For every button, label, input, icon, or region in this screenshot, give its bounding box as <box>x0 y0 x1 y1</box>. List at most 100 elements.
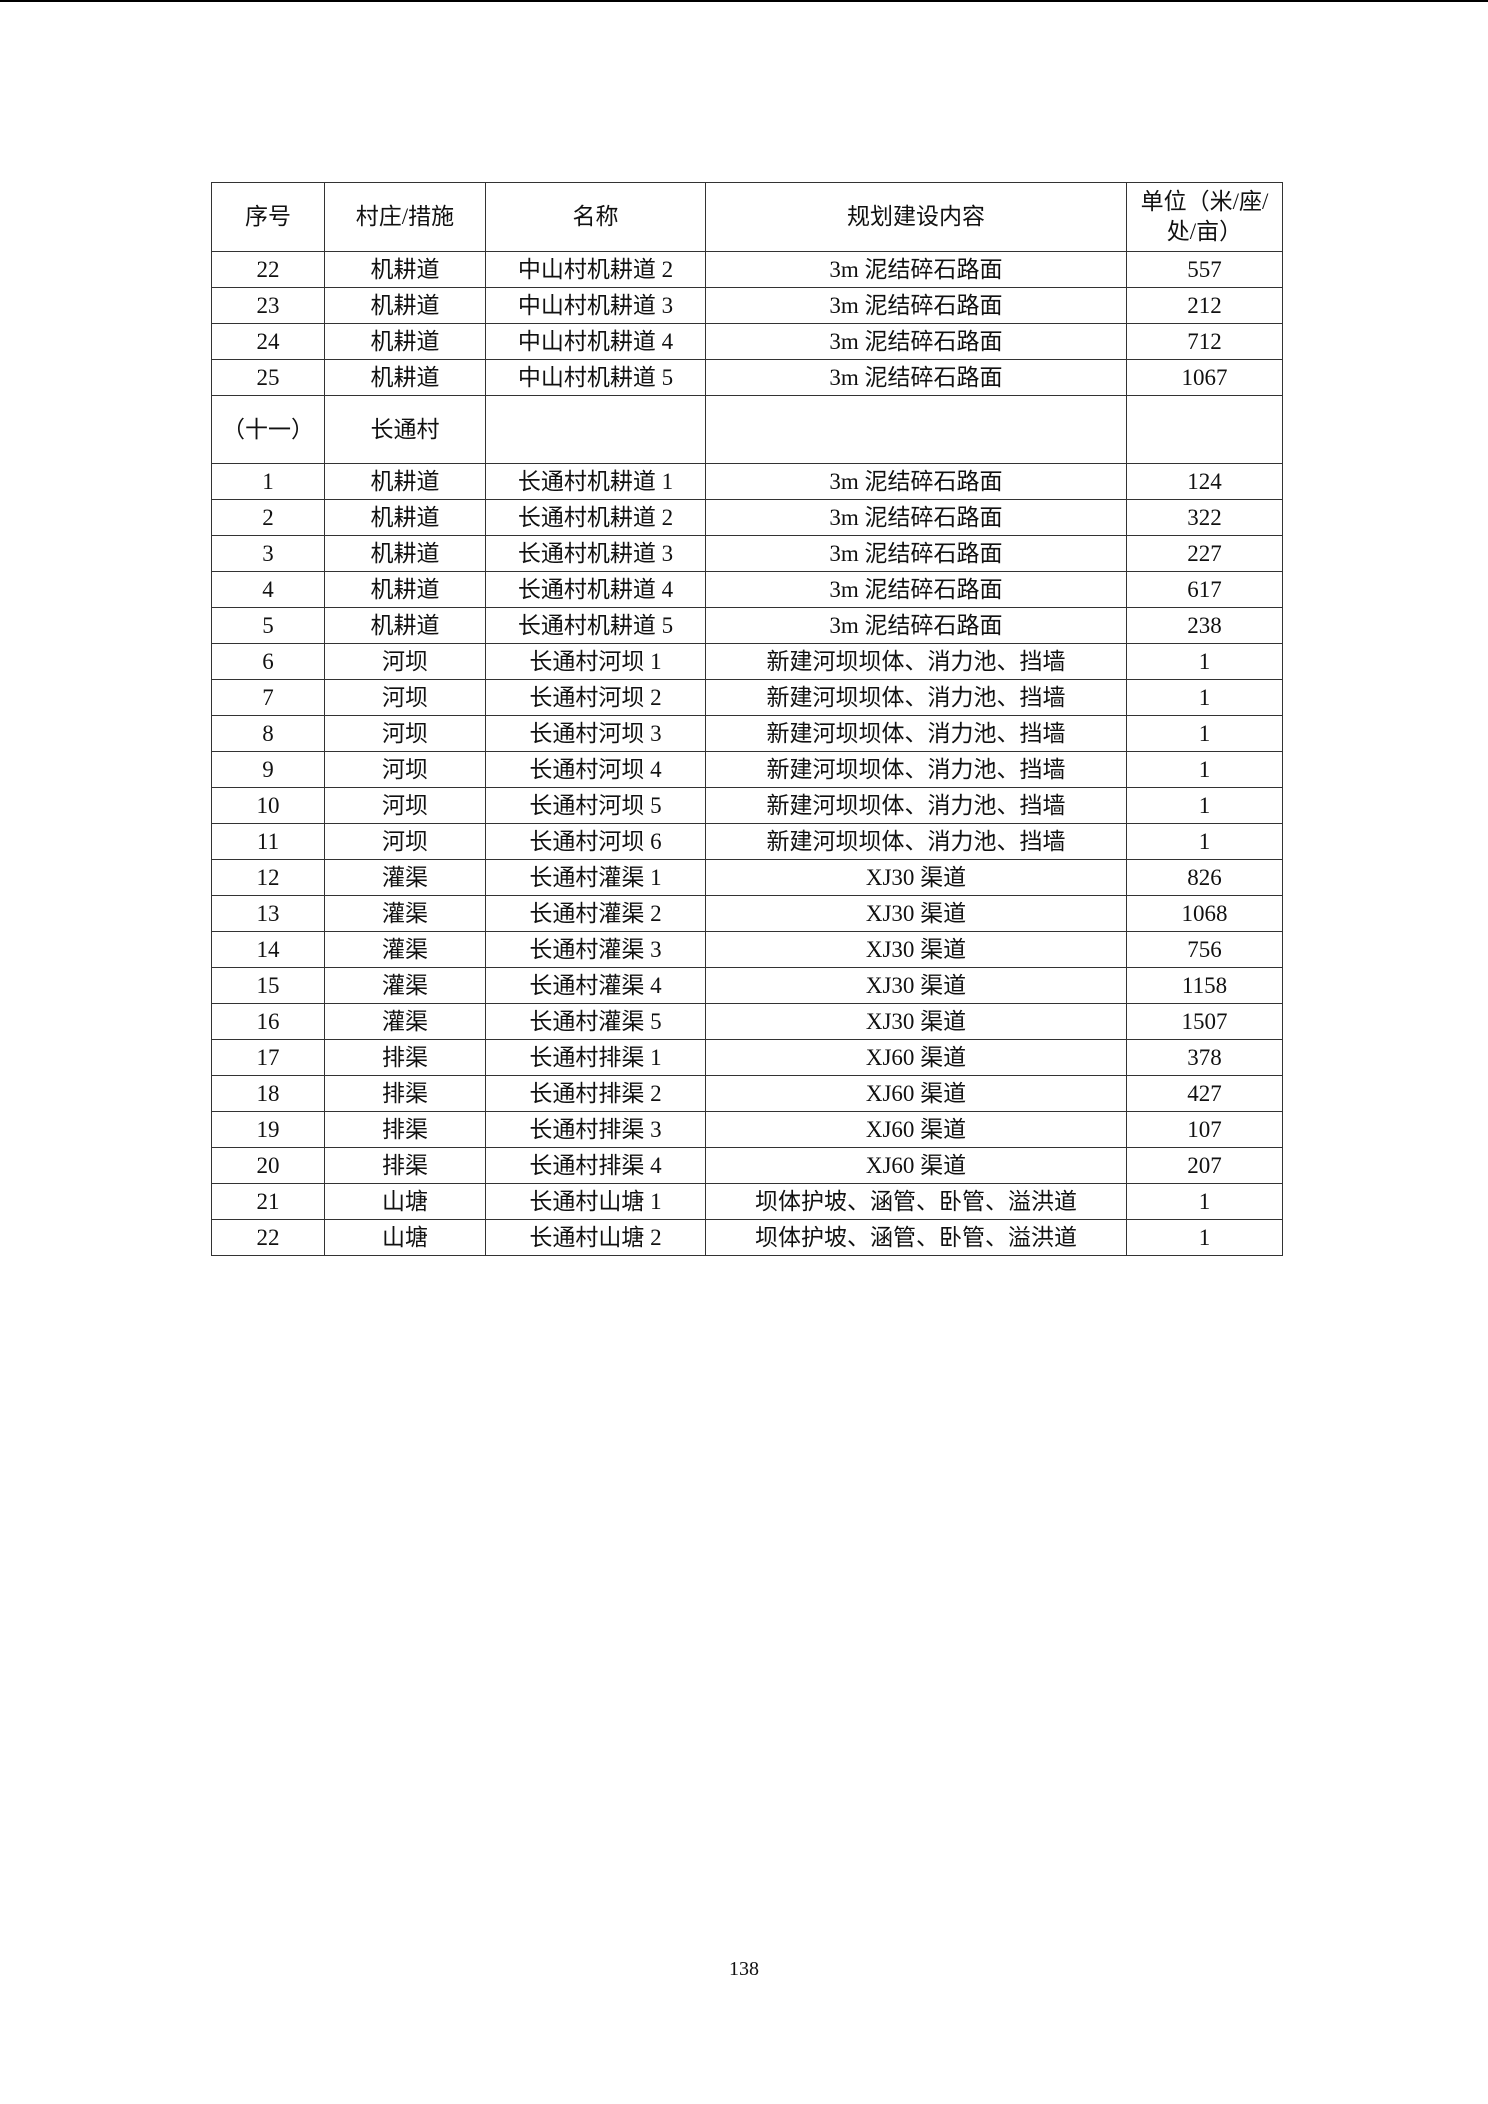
table-row: 7 河坝 长通村河坝 2 新建河坝坝体、消力池、挡墙 1 <box>211 679 1283 716</box>
cell-name: 长通村灌渠 3 <box>485 931 706 968</box>
cell-index: 16 <box>211 1003 325 1040</box>
cell-index: 5 <box>211 607 325 644</box>
cell-index: 15 <box>211 967 325 1004</box>
cell-village: 机耕道 <box>324 571 486 608</box>
cell-village: 河坝 <box>324 823 486 860</box>
cell-content: 3m 泥结碎石路面 <box>705 287 1127 324</box>
cell-name: 长通村河坝 4 <box>485 751 706 788</box>
table-row: 18 排渠 长通村排渠 2 XJ60 渠道 427 <box>211 1075 1283 1112</box>
cell-content: 3m 泥结碎石路面 <box>705 607 1127 644</box>
table-row: 6 河坝 长通村河坝 1 新建河坝坝体、消力池、挡墙 1 <box>211 643 1283 680</box>
table-row: 22 山塘 长通村山塘 2 坝体护坡、涵管、卧管、溢洪道 1 <box>211 1219 1283 1256</box>
cell-content: 3m 泥结碎石路面 <box>705 359 1127 396</box>
cell-village: 河坝 <box>324 643 486 680</box>
table-row: 13 灌渠 长通村灌渠 2 XJ30 渠道 1068 <box>211 895 1283 932</box>
cell-name: 中山村机耕道 4 <box>485 323 706 360</box>
cell-village: 河坝 <box>324 715 486 752</box>
table-row: 19 排渠 长通村排渠 3 XJ60 渠道 107 <box>211 1111 1283 1148</box>
cell-name: 长通村排渠 2 <box>485 1075 706 1112</box>
table-row: 24 机耕道 中山村机耕道 4 3m 泥结碎石路面 712 <box>211 323 1283 360</box>
section-row: （十一） 长通村 <box>211 395 1283 464</box>
table-row: 9 河坝 长通村河坝 4 新建河坝坝体、消力池、挡墙 1 <box>211 751 1283 788</box>
cell-content: 3m 泥结碎石路面 <box>705 571 1127 608</box>
cell-village: 排渠 <box>324 1075 486 1112</box>
cell-unit: 1507 <box>1126 1003 1283 1040</box>
cell-village: 机耕道 <box>324 251 486 288</box>
cell-unit: 1068 <box>1126 895 1283 932</box>
cell-unit: 756 <box>1126 931 1283 968</box>
cell-name: 长通村灌渠 1 <box>485 859 706 896</box>
project-table: 序号 村庄/措施 名称 规划建设内容 单位（米/座/处/亩） 22 机耕道 中山村机… <box>211 182 1283 1256</box>
cell-content: 坝体护坡、涵管、卧管、溢洪道 <box>705 1183 1127 1220</box>
cell-village: 灌渠 <box>324 931 486 968</box>
cell-unit: 322 <box>1126 499 1283 536</box>
cell-content: XJ60 渠道 <box>705 1111 1127 1148</box>
cell-content: 3m 泥结碎石路面 <box>705 463 1127 500</box>
cell-content: 3m 泥结碎石路面 <box>705 535 1127 572</box>
header-name: 名称 <box>485 182 706 252</box>
cell-unit: 1 <box>1126 823 1283 860</box>
header-index: 序号 <box>211 182 325 252</box>
cell-content: 新建河坝坝体、消力池、挡墙 <box>705 679 1127 716</box>
cell-index: 24 <box>211 323 325 360</box>
table-row: 8 河坝 长通村河坝 3 新建河坝坝体、消力池、挡墙 1 <box>211 715 1283 752</box>
cell-index: 22 <box>211 1219 325 1256</box>
cell-name: 长通村河坝 6 <box>485 823 706 860</box>
cell-name: 长通村机耕道 2 <box>485 499 706 536</box>
cell-name: 长通村灌渠 5 <box>485 1003 706 1040</box>
table-row: 3 机耕道 长通村机耕道 3 3m 泥结碎石路面 227 <box>211 535 1283 572</box>
cell-name: 长通村山塘 1 <box>485 1183 706 1220</box>
cell-village: 山塘 <box>324 1183 486 1220</box>
cell-name: 长通村河坝 5 <box>485 787 706 824</box>
cell-unit: 378 <box>1126 1039 1283 1076</box>
cell-name: 长通村河坝 2 <box>485 679 706 716</box>
cell-index: 6 <box>211 643 325 680</box>
cell-village: 灌渠 <box>324 859 486 896</box>
cell-unit: 1 <box>1126 643 1283 680</box>
cell-index: 8 <box>211 715 325 752</box>
cell-content: XJ30 渠道 <box>705 931 1127 968</box>
cell-index: 12 <box>211 859 325 896</box>
cell-unit: 238 <box>1126 607 1283 644</box>
cell-unit <box>1126 395 1283 464</box>
cell-content: XJ30 渠道 <box>705 967 1127 1004</box>
cell-unit: 1 <box>1126 751 1283 788</box>
cell-village: 河坝 <box>324 751 486 788</box>
cell-index: 21 <box>211 1183 325 1220</box>
cell-unit: 124 <box>1126 463 1283 500</box>
cell-unit: 617 <box>1126 571 1283 608</box>
cell-index: 3 <box>211 535 325 572</box>
table-row: 1 机耕道 长通村机耕道 1 3m 泥结碎石路面 124 <box>211 463 1283 500</box>
table-row: 5 机耕道 长通村机耕道 5 3m 泥结碎石路面 238 <box>211 607 1283 644</box>
cell-unit: 826 <box>1126 859 1283 896</box>
cell-content: XJ60 渠道 <box>705 1039 1127 1076</box>
cell-unit: 557 <box>1126 251 1283 288</box>
cell-name: 长通村机耕道 3 <box>485 535 706 572</box>
cell-content: 新建河坝坝体、消力池、挡墙 <box>705 643 1127 680</box>
cell-village: 机耕道 <box>324 323 486 360</box>
cell-content: 新建河坝坝体、消力池、挡墙 <box>705 715 1127 752</box>
cell-unit: 207 <box>1126 1147 1283 1184</box>
cell-index: 14 <box>211 931 325 968</box>
cell-village: 灌渠 <box>324 895 486 932</box>
cell-village: 灌渠 <box>324 967 486 1004</box>
cell-name: 中山村机耕道 2 <box>485 251 706 288</box>
cell-index: 17 <box>211 1039 325 1076</box>
cell-village: 机耕道 <box>324 499 486 536</box>
cell-unit: 712 <box>1126 323 1283 360</box>
cell-name: 长通村机耕道 5 <box>485 607 706 644</box>
header-row: 序号 村庄/措施 名称 规划建设内容 单位（米/座/处/亩） <box>211 182 1283 252</box>
cell-index: 1 <box>211 463 325 500</box>
cell-index: 7 <box>211 679 325 716</box>
cell-index: 23 <box>211 287 325 324</box>
table-row: 4 机耕道 长通村机耕道 4 3m 泥结碎石路面 617 <box>211 571 1283 608</box>
cell-content: XJ60 渠道 <box>705 1147 1127 1184</box>
cell-index: 20 <box>211 1147 325 1184</box>
cell-content: 新建河坝坝体、消力池、挡墙 <box>705 751 1127 788</box>
header-content: 规划建设内容 <box>705 182 1127 252</box>
cell-village: 排渠 <box>324 1147 486 1184</box>
cell-name: 中山村机耕道 5 <box>485 359 706 396</box>
table-row: 11 河坝 长通村河坝 6 新建河坝坝体、消力池、挡墙 1 <box>211 823 1283 860</box>
cell-content: 3m 泥结碎石路面 <box>705 499 1127 536</box>
cell-village: 排渠 <box>324 1111 486 1148</box>
